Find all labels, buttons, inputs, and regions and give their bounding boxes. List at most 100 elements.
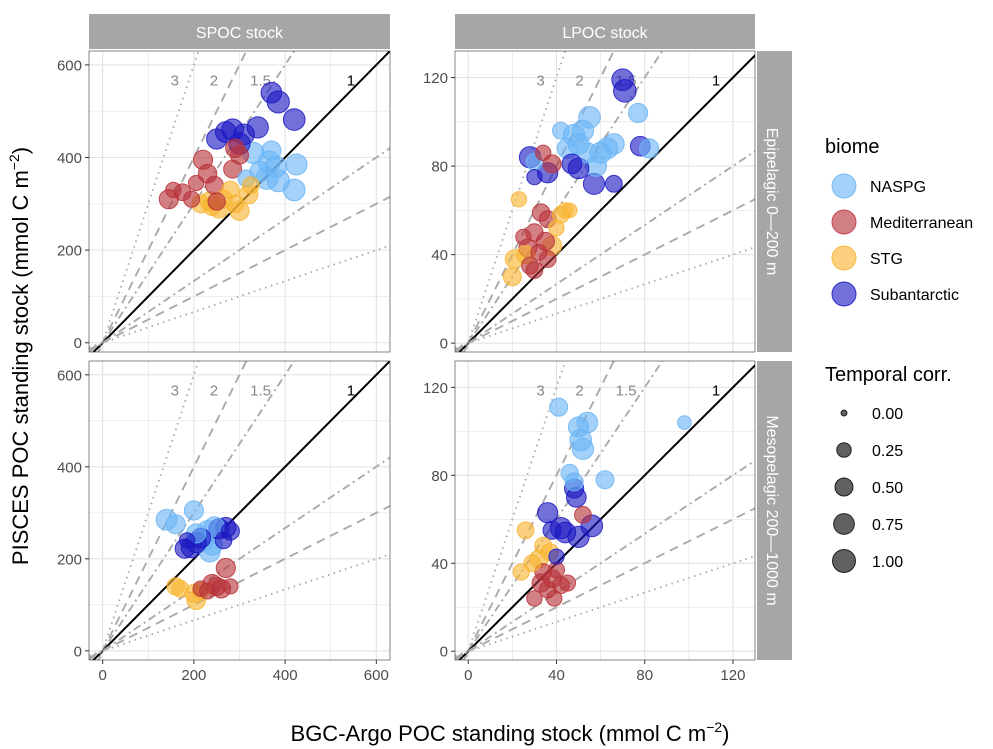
x-tick-label: 0 xyxy=(99,667,107,684)
panel-border xyxy=(454,50,756,353)
ratio-line-2 xyxy=(97,51,248,352)
points xyxy=(502,68,660,287)
point-naspg xyxy=(628,102,649,124)
reference-lines xyxy=(89,361,390,660)
point-mediterranean xyxy=(526,590,543,607)
point-stg xyxy=(242,176,260,195)
point-mediterranean xyxy=(188,174,205,192)
row-strip-meso: Mesopelagic 200—1000 m xyxy=(763,415,780,605)
y-tick-label: 400 xyxy=(57,150,82,167)
point-naspg xyxy=(602,133,625,155)
x-tick-label: 400 xyxy=(273,667,298,684)
ratio-label-1.5: 1.5 xyxy=(250,382,271,399)
point-naspg xyxy=(567,416,590,438)
ratio-line-1 xyxy=(457,54,755,352)
legend-swatch-mediterranean xyxy=(831,209,857,235)
point-naspg xyxy=(595,470,615,490)
panel-border xyxy=(454,360,756,661)
col-strip-spoc: SPOC stock xyxy=(196,25,284,42)
point-subantarctic xyxy=(282,108,306,131)
y-axis-title: PISCES POC standing stock (mmol C m−2) xyxy=(6,147,33,565)
point-naspg xyxy=(165,514,186,535)
y-tick-label: 0 xyxy=(74,643,82,660)
point-subantarctic xyxy=(178,532,196,549)
legend-size-label: 1.00 xyxy=(872,554,903,571)
point-subantarctic xyxy=(542,520,562,540)
point-subantarctic xyxy=(548,548,565,565)
point-mediterranean xyxy=(546,590,563,607)
point-mediterranean xyxy=(215,557,236,579)
legend-size-label: 0.00 xyxy=(872,406,903,423)
legend-size-0.75 xyxy=(833,513,855,535)
point-mediterranean xyxy=(207,192,226,211)
legend-corr-title: Temporal corr. xyxy=(825,364,952,386)
legend-label-mediterranean: Mediterranean xyxy=(870,215,973,232)
row-strip-epi: Epipelagic 0—200 m xyxy=(763,128,780,276)
point-mediterranean xyxy=(165,181,182,199)
ratio-label-3: 3 xyxy=(536,73,544,90)
panel-spoc-meso: 3 2 1.5 1 0 200 400 600 0 200 400 600 xyxy=(57,360,391,684)
point-naspg xyxy=(571,437,595,461)
ratio-label-1.5: 1.5 xyxy=(616,382,637,399)
ratio-label-2: 2 xyxy=(210,73,218,90)
ratio-line-0.5 xyxy=(455,507,755,659)
ratio-line-0.5 xyxy=(455,198,755,351)
ratio-label-3: 3 xyxy=(171,382,179,399)
legend-size-0.25 xyxy=(836,442,852,458)
ratio-line-1 xyxy=(92,361,390,660)
point-mediterranean xyxy=(525,261,544,279)
legend-size-0.50 xyxy=(834,477,854,497)
point-mediterranean xyxy=(183,190,201,208)
point-subantarctic xyxy=(611,68,634,92)
point-subantarctic xyxy=(537,502,559,524)
panel-lpoc-meso: 3 2 1.5 1 0 40 80 120 0 40 80 120 xyxy=(423,360,756,684)
panels: 321.510200400600321.5104080120321.510200… xyxy=(57,50,756,684)
panel-background xyxy=(455,51,755,352)
legend-biome-title: biome xyxy=(825,136,879,158)
point-naspg xyxy=(183,500,204,521)
legend-size-label: 0.50 xyxy=(872,480,903,497)
y-tick-label: 40 xyxy=(431,247,448,264)
point-naspg xyxy=(261,140,282,161)
point-mediterranean xyxy=(530,243,548,261)
row-strip-meso-bg xyxy=(757,361,792,660)
point-naspg xyxy=(639,138,660,159)
ratio-label-2: 2 xyxy=(210,382,218,399)
points xyxy=(512,397,692,607)
x-tick-label: 120 xyxy=(720,667,745,684)
ratio-label-2: 2 xyxy=(575,382,583,399)
point-subantarctic xyxy=(526,168,543,186)
point-stg xyxy=(548,219,565,237)
point-subantarctic xyxy=(604,174,623,193)
y-tick-label: 200 xyxy=(57,551,82,568)
col-strip-lpoc: LPOC stock xyxy=(562,25,648,42)
panel-border xyxy=(88,50,391,353)
point-mediterranean xyxy=(222,578,239,595)
legend-label-naspg: NASPG xyxy=(870,179,926,196)
ratio-line-0.667 xyxy=(89,147,390,352)
x-tick-label: 40 xyxy=(548,667,565,684)
point-subantarctic xyxy=(260,81,283,104)
ratio-line-1 xyxy=(457,363,755,660)
point-stg xyxy=(512,563,530,581)
point-mediterranean xyxy=(535,144,552,161)
point-stg xyxy=(510,191,528,208)
ratio-label-2: 2 xyxy=(575,73,583,90)
y-tick-label: 200 xyxy=(57,243,82,260)
point-stg xyxy=(502,267,522,287)
point-mediterranean xyxy=(515,228,532,246)
y-tick-label: 0 xyxy=(440,336,448,353)
legend-size-label: 0.75 xyxy=(872,517,903,534)
points xyxy=(158,81,308,221)
x-tick-label: 0 xyxy=(464,667,472,684)
legend-size-0.00 xyxy=(840,409,848,417)
point-stg xyxy=(225,194,245,214)
panel-background xyxy=(455,361,755,660)
ratio-line-0.5 xyxy=(89,195,390,351)
point-stg xyxy=(516,521,535,540)
point-mediterranean xyxy=(574,506,592,524)
reference-lines xyxy=(455,51,755,352)
x-tick-label: 600 xyxy=(364,667,389,684)
